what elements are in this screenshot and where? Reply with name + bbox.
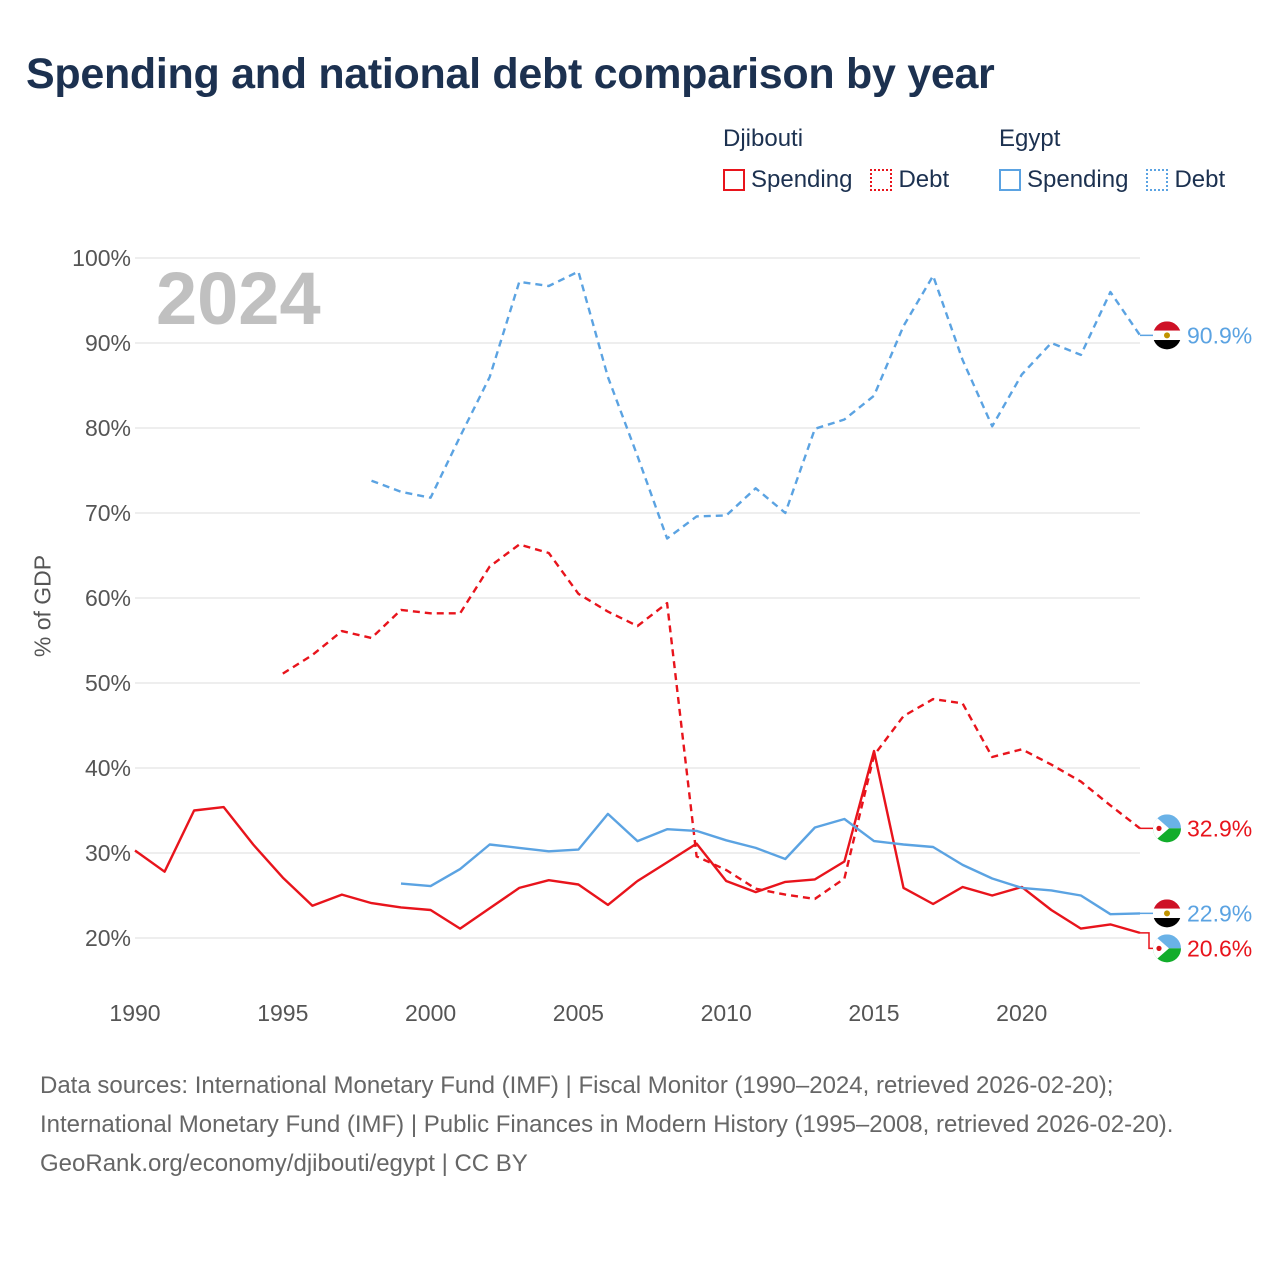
legend-label: Spending xyxy=(751,166,853,193)
end-leader-line xyxy=(1140,932,1153,950)
red-star-icon xyxy=(1156,945,1162,951)
series-line-djibouti-spending xyxy=(134,749,1141,935)
flag-body xyxy=(1153,899,1181,928)
legend-group-egypt: Egypt Spending Debt xyxy=(999,124,1243,194)
y-tick-label: 40% xyxy=(85,755,131,781)
y-tick-label: 30% xyxy=(85,840,131,866)
x-tick-label: 1990 xyxy=(109,1000,160,1026)
flag-body xyxy=(1153,321,1181,350)
flag-body xyxy=(1153,814,1181,843)
x-tick-label: 1995 xyxy=(257,1000,308,1026)
legend-egypt-debt[interactable]: Debt xyxy=(1146,166,1225,194)
flag-body xyxy=(1153,934,1181,963)
eagle-emblem-icon xyxy=(1164,910,1170,917)
solid-line-swatch-icon xyxy=(999,169,1021,191)
legend-egypt-spending[interactable]: Spending xyxy=(999,166,1128,194)
y-tick-label: 80% xyxy=(85,415,131,441)
series-line-djibouti-debt xyxy=(282,543,1141,901)
egypt-flag-icon xyxy=(1153,321,1181,350)
djibouti-flag-icon xyxy=(1153,934,1181,963)
legend-djibouti-spending[interactable]: Spending xyxy=(723,166,852,194)
flag-stripe-red xyxy=(1153,899,1181,909)
legend-label: Debt xyxy=(898,166,950,193)
y-tick-label: 50% xyxy=(85,670,131,696)
end-value-label: 20.6% xyxy=(1187,935,1252,961)
legend-country-name: Djibouti xyxy=(723,125,804,152)
dotted-line-swatch-icon xyxy=(870,169,893,191)
chart-title: Spending and national debt comparison by… xyxy=(26,50,995,98)
end-value-label: 22.9% xyxy=(1187,900,1252,926)
end-value-label: 90.9% xyxy=(1187,322,1252,348)
y-tick-label: 100% xyxy=(72,245,131,271)
series-line-egypt-debt xyxy=(371,270,1141,540)
end-value-label: 32.9% xyxy=(1187,815,1252,841)
dotted-line-swatch-icon xyxy=(1146,169,1169,191)
x-tick-label: 2010 xyxy=(701,1000,752,1026)
y-tick-label: 70% xyxy=(85,500,131,526)
legend-label: Spending xyxy=(1027,166,1129,193)
red-star-icon xyxy=(1156,825,1162,831)
djibouti-flag-icon xyxy=(1153,814,1181,843)
flag-stripe-black xyxy=(1153,340,1181,350)
legend-country-name: Egypt xyxy=(999,125,1061,152)
y-tick-label: 90% xyxy=(85,330,131,356)
flag-stripe-black xyxy=(1153,918,1181,928)
y-tick-label: 20% xyxy=(85,925,131,951)
x-tick-label: 2020 xyxy=(996,1000,1047,1026)
legend-group-djibouti: Djibouti Spending Debt xyxy=(723,124,967,194)
eagle-emblem-icon xyxy=(1164,332,1170,339)
legend-djibouti-debt[interactable]: Debt xyxy=(870,166,949,194)
x-tick-label: 2000 xyxy=(405,1000,456,1026)
egypt-flag-icon xyxy=(1153,899,1181,928)
data-sources: Data sources: International Monetary Fun… xyxy=(40,1072,1174,1138)
x-tick-label: 2015 xyxy=(848,1000,899,1026)
line-chart: 2024 20% 30% 40% 50% 60% 70% 80% 90% 100% 1990 19… xyxy=(72,245,1252,1026)
attribution-link[interactable]: GeoRank.org/economy/djibouti/egypt | CC … xyxy=(40,1150,528,1177)
x-tick-label: 2005 xyxy=(553,1000,604,1026)
flag-stripe-red xyxy=(1153,321,1181,331)
legend-label: Debt xyxy=(1174,166,1226,193)
series-line-egypt-spending xyxy=(400,812,1141,916)
year-watermark: 2024 xyxy=(156,257,321,340)
y-tick-label: 60% xyxy=(85,585,131,611)
footer: Data sources: International Monetary Fun… xyxy=(40,1066,1240,1183)
solid-line-swatch-icon xyxy=(723,169,745,191)
